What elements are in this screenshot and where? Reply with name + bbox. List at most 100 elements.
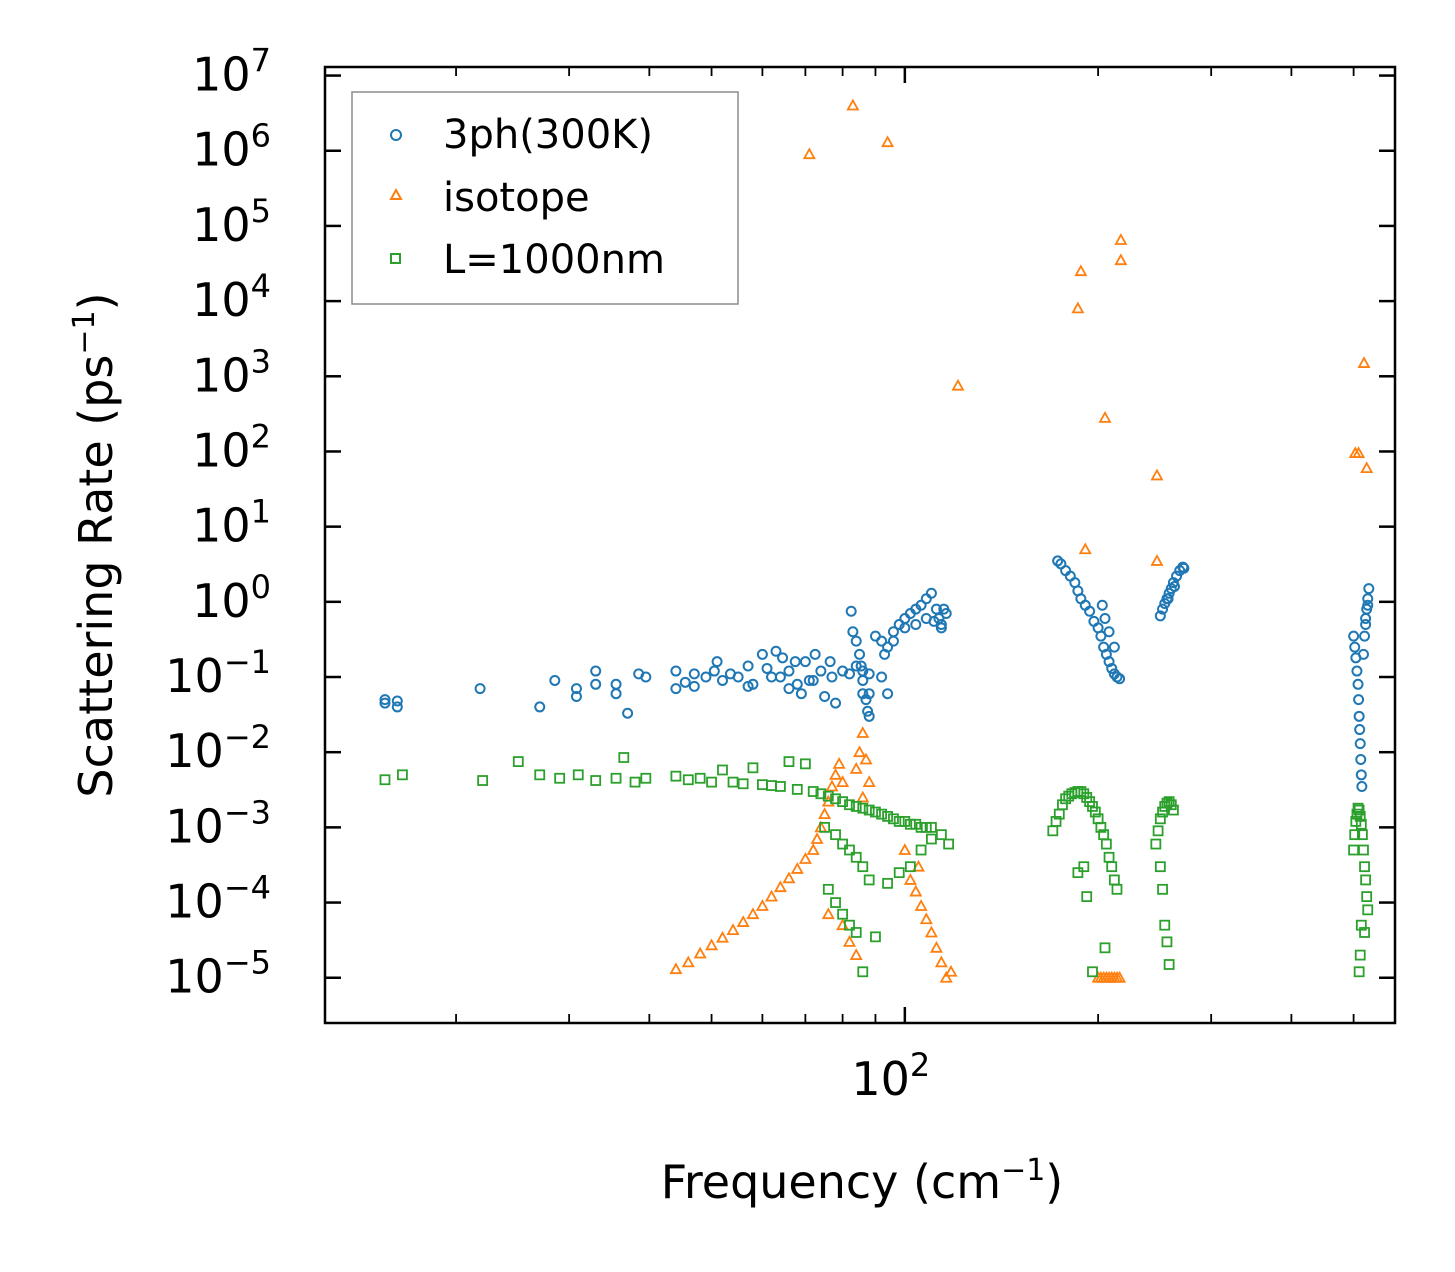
data-point-boundary (1072, 867, 1084, 879)
data-point-3ph (824, 656, 836, 668)
data-point-isotope (849, 948, 863, 961)
legend-entry-isotope: isotope (389, 175, 590, 221)
data-point-boundary (590, 775, 602, 786)
data-point-boundary (682, 774, 694, 786)
data-point-3ph (590, 678, 602, 690)
data-point-3ph (549, 674, 561, 686)
data-point-3ph (1108, 641, 1120, 653)
data-point-3ph (855, 660, 867, 672)
data-point-3ph (795, 688, 807, 700)
data-point-isotope (1071, 301, 1085, 314)
legend: 3ph(300K) isotope L=1000nm (351, 91, 739, 305)
data-point-isotope (934, 955, 948, 968)
data-point-isotope (736, 915, 750, 927)
data-point-boundary (844, 844, 855, 856)
data-point-isotope (755, 899, 769, 911)
data-point-boundary (706, 776, 717, 788)
data-point-3ph (1356, 780, 1368, 792)
data-point-boundary (791, 783, 803, 795)
data-point-3ph (716, 674, 728, 686)
data-point-isotope (1357, 356, 1371, 368)
data-point-3ph (789, 656, 801, 668)
data-point-isotope (856, 790, 870, 803)
data-point-3ph (1353, 694, 1365, 706)
data-point-boundary (830, 793, 841, 805)
data-point-boundary (572, 769, 584, 781)
data-point-boundary (943, 838, 955, 850)
data-point-boundary (774, 781, 786, 792)
data-point-boundary (807, 786, 819, 797)
data-point-boundary (747, 762, 759, 774)
data-point-isotope (693, 946, 707, 959)
data-point-3ph (857, 674, 869, 686)
data-point-3ph (1052, 555, 1064, 567)
data-point-3ph (815, 665, 827, 677)
data-point-isotope (825, 779, 839, 792)
data-point-boundary (756, 779, 768, 791)
data-point-3ph (1348, 630, 1360, 642)
data-point-isotope (821, 907, 835, 920)
data-point-boundary (904, 861, 916, 873)
data-point-isotope (1078, 542, 1092, 555)
data-point-isotope (939, 970, 953, 983)
data-point-3ph (391, 695, 403, 707)
data-point-boundary (935, 829, 947, 841)
data-point-boundary (857, 861, 869, 873)
data-point-3ph (711, 656, 723, 668)
data-point-boundary (819, 821, 831, 833)
data-point-boundary (850, 927, 862, 938)
data-point-boundary (893, 867, 905, 879)
data-point-boundary (1361, 891, 1373, 903)
data-point-3ph (474, 683, 486, 695)
data-point-isotope (726, 923, 740, 936)
data-point-3ph (534, 701, 546, 713)
data-point-3ph (1349, 641, 1361, 653)
data-point-isotope (1150, 554, 1164, 566)
data-point-3ph (1162, 593, 1174, 605)
data-point-isotope (856, 726, 870, 738)
data-point-boundary (899, 816, 911, 827)
data-point-boundary (766, 780, 777, 791)
data-point-3ph (1157, 603, 1169, 615)
data-point-boundary (694, 772, 706, 784)
data-point-3ph (857, 688, 869, 700)
data-point-isotope (715, 930, 730, 943)
data-point-3ph (1362, 593, 1374, 605)
data-point-3ph (910, 618, 922, 630)
data-point-3ph (1103, 656, 1115, 668)
legend-label-boundary: L=1000nm (443, 237, 665, 283)
data-point-boundary (618, 752, 630, 763)
data-point-boundary (863, 804, 875, 816)
data-point-boundary (670, 770, 682, 782)
data-point-boundary (1108, 874, 1120, 886)
data-point-3ph (1099, 613, 1111, 625)
data-point-3ph (1171, 570, 1183, 582)
data-point-3ph (807, 674, 819, 686)
data-point-isotope (782, 871, 796, 884)
data-point-boundary (640, 772, 652, 784)
data-point-boundary (477, 775, 489, 786)
data-point-boundary (1356, 829, 1368, 841)
data-point-boundary (893, 816, 905, 827)
data-point-3ph (777, 652, 789, 664)
data-point-boundary (1057, 799, 1068, 811)
data-point-3ph (1363, 583, 1375, 595)
data-point-3ph (1168, 580, 1180, 592)
x-axis-label: Frequency (cm−1) (661, 1153, 1064, 1209)
y-tick-label: 10−3 (165, 793, 271, 853)
data-point-3ph (876, 635, 888, 647)
legend-entry-boundary: L=1000nm (390, 237, 665, 283)
data-point-3ph (783, 665, 795, 677)
data-point-boundary (876, 808, 887, 820)
legend-marker-triangle (389, 187, 403, 200)
data-point-3ph (1357, 648, 1369, 660)
data-point-3ph (640, 671, 652, 683)
data-point-3ph (920, 593, 932, 605)
y-tick-label: 10−5 (165, 944, 271, 1004)
data-point-3ph (688, 680, 700, 692)
data-point-3ph (774, 671, 786, 683)
data-point-boundary (882, 810, 893, 822)
data-point-3ph (799, 656, 811, 668)
data-point-3ph (747, 678, 759, 690)
data-point-3ph (1084, 605, 1096, 617)
